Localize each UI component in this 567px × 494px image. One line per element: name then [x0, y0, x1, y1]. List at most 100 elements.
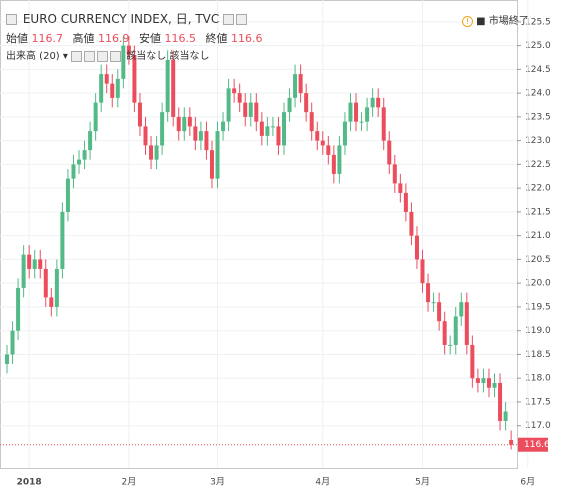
plot-frame: [0, 0, 518, 469]
candle-body: [486, 378, 491, 388]
volume-button[interactable]: [71, 50, 83, 62]
candle-body: [464, 302, 469, 345]
candle-body: [381, 107, 386, 141]
candle-body: [265, 126, 270, 136]
candle-body: [409, 211, 414, 236]
y-tick-label: 117.5: [525, 397, 551, 407]
candle-body: [99, 74, 104, 103]
status-text: 市場終了: [488, 16, 529, 27]
candle-body: [65, 178, 70, 212]
candle-body: [420, 259, 425, 284]
candle-body: [209, 150, 214, 179]
x-tick-label: 2月: [122, 477, 137, 488]
header-title: EURO CURRENCY INDEX, 日, TVC: [6, 10, 249, 27]
candle-body: [426, 283, 431, 303]
collapse-button[interactable]: [6, 14, 17, 25]
candle-body: [10, 330, 15, 355]
y-tick-label: 119.5: [525, 302, 551, 312]
candle-body: [32, 259, 37, 269]
candle-body: [453, 316, 458, 345]
candle-body: [315, 131, 320, 141]
y-tick-label: 121.5: [525, 207, 551, 217]
candle-body: [82, 150, 87, 160]
candle-body: [193, 126, 198, 141]
candle-body: [88, 131, 93, 151]
candle-body: [215, 131, 220, 179]
candle-body: [498, 382, 503, 421]
y-tick-label: 120.5: [525, 255, 551, 265]
volume-button[interactable]: [84, 50, 96, 62]
candle-body: [110, 83, 115, 98]
candle-body: [492, 382, 497, 388]
candle-body: [282, 112, 286, 146]
candle-body: [143, 126, 148, 146]
candle-body: [431, 302, 436, 304]
x-tick-label: 3月: [210, 477, 225, 488]
candle-body: [16, 287, 21, 331]
x-tick-label: 2018: [17, 478, 42, 488]
ohlc-label: 始値: [6, 32, 28, 45]
volume-button[interactable]: [97, 50, 109, 62]
candle-body: [115, 78, 120, 98]
candle-body: [237, 93, 242, 103]
candle-body: [398, 183, 403, 193]
candle-body: [221, 121, 226, 132]
x-tick-label: 5月: [415, 477, 430, 488]
ohlc-label: 高値: [72, 32, 95, 45]
candle-body: [49, 297, 54, 307]
candle-body: [287, 97, 292, 113]
na-text: 該当なし: [126, 51, 167, 62]
candle-body: [370, 97, 375, 108]
candle-body: [442, 321, 447, 345]
candle-body: [254, 102, 259, 122]
y-tick-label: 121.0: [525, 231, 551, 241]
ohlc-label: 安値: [139, 32, 161, 45]
candle-body: [392, 164, 397, 184]
candle-body: [448, 344, 453, 346]
candle-body: [77, 159, 82, 165]
y-tick-label: 125.5: [525, 17, 551, 27]
ohlc-value: 116.7: [31, 32, 64, 45]
candle-body: [276, 126, 281, 146]
settings-button[interactable]: [223, 14, 235, 25]
candle-body: [121, 45, 126, 79]
candle-body: [93, 102, 98, 132]
ohlc-label: 終値: [205, 32, 228, 45]
candle-body: [165, 59, 170, 113]
y-tick-label: 124.0: [525, 89, 551, 99]
candle-body: [171, 59, 176, 117]
candle-body: [309, 112, 314, 132]
candle-body: [232, 88, 237, 94]
ohlc-value: 116.6: [231, 32, 263, 45]
volume-label: 出来高 (20): [6, 51, 60, 62]
candle-body: [365, 107, 370, 122]
candle-body: [331, 154, 336, 174]
candle-body: [414, 235, 419, 260]
candle-body: [481, 378, 486, 383]
candle-body: [376, 97, 381, 108]
candle-body: [437, 302, 442, 322]
candle-body: [60, 211, 65, 269]
candle-body: [348, 102, 353, 122]
y-tick-label: 122.0: [525, 184, 551, 194]
volume-row: 出来高 (20) ▾ 該当なし 該当なし: [6, 50, 210, 62]
candle-body: [270, 126, 275, 128]
last-price-box: [518, 437, 548, 452]
volume-button[interactable]: [110, 50, 122, 62]
candle-body: [243, 102, 248, 117]
candle-body: [326, 145, 331, 155]
candle-body: [71, 164, 76, 179]
candle-body: [304, 93, 309, 113]
y-tick-label: 117.0: [525, 421, 551, 431]
settings-button[interactable]: [236, 14, 248, 25]
candle-body: [176, 116, 181, 132]
ohlc-row: 始値 116.7 高値 116.9 安値 116.5 終値 116.6: [6, 30, 269, 46]
y-tick-label: 119.0: [525, 326, 551, 336]
candle-body: [298, 74, 303, 94]
candle-body: [126, 45, 131, 56]
candle-body: [198, 131, 203, 141]
y-tick-label: 125.0: [525, 41, 551, 51]
candle-body: [182, 116, 187, 132]
